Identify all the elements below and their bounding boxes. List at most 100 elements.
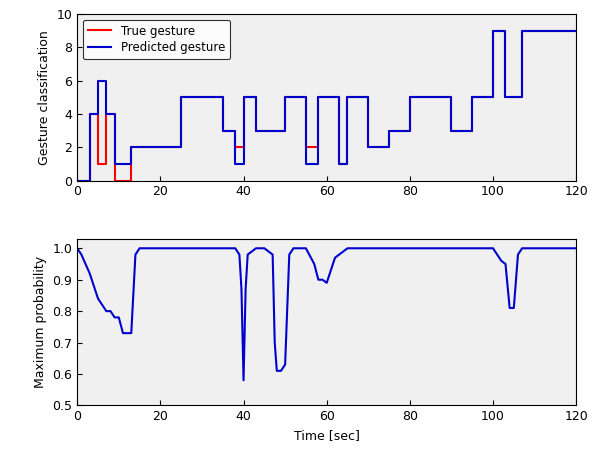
Predicted gesture (103, 78, 110, 83)
Predicted gesture (406, 95, 413, 100)
Predicted gesture (178, 95, 185, 100)
True gesture (111, 111, 118, 116)
True gesture (315, 95, 322, 100)
Predicted gesture (240, 95, 247, 100)
Predicted gesture (344, 161, 351, 167)
True gesture (336, 161, 343, 167)
Predicted gesture (519, 95, 526, 100)
True gesture (469, 95, 476, 100)
True gesture (502, 95, 509, 100)
X-axis label: Time [sec]: Time [sec] (294, 429, 359, 442)
Predicted gesture (502, 28, 509, 34)
True gesture (336, 95, 343, 100)
True gesture (519, 28, 526, 34)
Predicted gesture (111, 111, 118, 116)
Predicted gesture (252, 95, 260, 100)
True gesture (365, 95, 372, 100)
True gesture (252, 128, 260, 133)
Line: True gesture: True gesture (77, 31, 576, 180)
True gesture (502, 28, 509, 34)
Y-axis label: Maximum probability: Maximum probability (34, 256, 47, 388)
Predicted gesture (282, 95, 289, 100)
Predicted gesture (315, 161, 322, 167)
True gesture (178, 144, 185, 150)
True gesture (365, 144, 372, 150)
Predicted gesture (406, 128, 413, 133)
True gesture (302, 144, 309, 150)
Predicted gesture (219, 128, 226, 133)
Predicted gesture (489, 28, 497, 34)
Predicted gesture (302, 161, 309, 167)
True gesture (448, 128, 455, 133)
Predicted gesture (469, 128, 476, 133)
True gesture (178, 95, 185, 100)
True gesture (344, 95, 351, 100)
True gesture (469, 128, 476, 133)
True gesture (103, 111, 110, 116)
Predicted gesture (315, 95, 322, 100)
Predicted gesture (128, 161, 135, 167)
True gesture (573, 28, 580, 34)
Predicted gesture (448, 128, 455, 133)
True gesture (406, 95, 413, 100)
Predicted gesture (74, 178, 81, 183)
True gesture (74, 178, 81, 183)
Predicted gesture (365, 95, 372, 100)
Predicted gesture (302, 95, 309, 100)
True gesture (282, 95, 289, 100)
True gesture (219, 128, 226, 133)
True gesture (86, 178, 93, 183)
Predicted gesture (94, 78, 102, 83)
True gesture (386, 128, 393, 133)
Predicted gesture (282, 128, 289, 133)
Predicted gesture (386, 128, 393, 133)
Predicted gesture (103, 111, 110, 116)
Predicted gesture (111, 161, 118, 167)
True gesture (344, 161, 351, 167)
Predicted gesture (448, 95, 455, 100)
Predicted gesture (502, 95, 509, 100)
Predicted gesture (469, 95, 476, 100)
Predicted gesture (232, 128, 239, 133)
Legend: True gesture, Predicted gesture: True gesture, Predicted gesture (83, 20, 230, 59)
True gesture (282, 128, 289, 133)
True gesture (128, 144, 135, 150)
Predicted gesture (86, 111, 93, 116)
True gesture (94, 111, 102, 116)
True gesture (519, 95, 526, 100)
Y-axis label: Gesture classification: Gesture classification (38, 30, 51, 164)
True gesture (489, 95, 497, 100)
True gesture (302, 95, 309, 100)
True gesture (240, 144, 247, 150)
True gesture (103, 161, 110, 167)
Predicted gesture (344, 95, 351, 100)
Predicted gesture (336, 95, 343, 100)
True gesture (94, 161, 102, 167)
Predicted gesture (573, 28, 580, 34)
True gesture (386, 144, 393, 150)
Predicted gesture (219, 95, 226, 100)
True gesture (128, 178, 135, 183)
Predicted gesture (252, 128, 260, 133)
True gesture (219, 95, 226, 100)
True gesture (232, 144, 239, 150)
True gesture (406, 128, 413, 133)
Predicted gesture (178, 144, 185, 150)
True gesture (252, 95, 260, 100)
Line: Predicted gesture: Predicted gesture (77, 31, 576, 180)
True gesture (315, 144, 322, 150)
True gesture (86, 111, 93, 116)
Predicted gesture (232, 161, 239, 167)
Predicted gesture (336, 161, 343, 167)
Predicted gesture (519, 28, 526, 34)
Predicted gesture (386, 144, 393, 150)
True gesture (448, 95, 455, 100)
True gesture (232, 128, 239, 133)
True gesture (111, 178, 118, 183)
Predicted gesture (86, 178, 93, 183)
Predicted gesture (128, 144, 135, 150)
Predicted gesture (94, 111, 102, 116)
Predicted gesture (240, 161, 247, 167)
Predicted gesture (365, 144, 372, 150)
Predicted gesture (489, 95, 497, 100)
